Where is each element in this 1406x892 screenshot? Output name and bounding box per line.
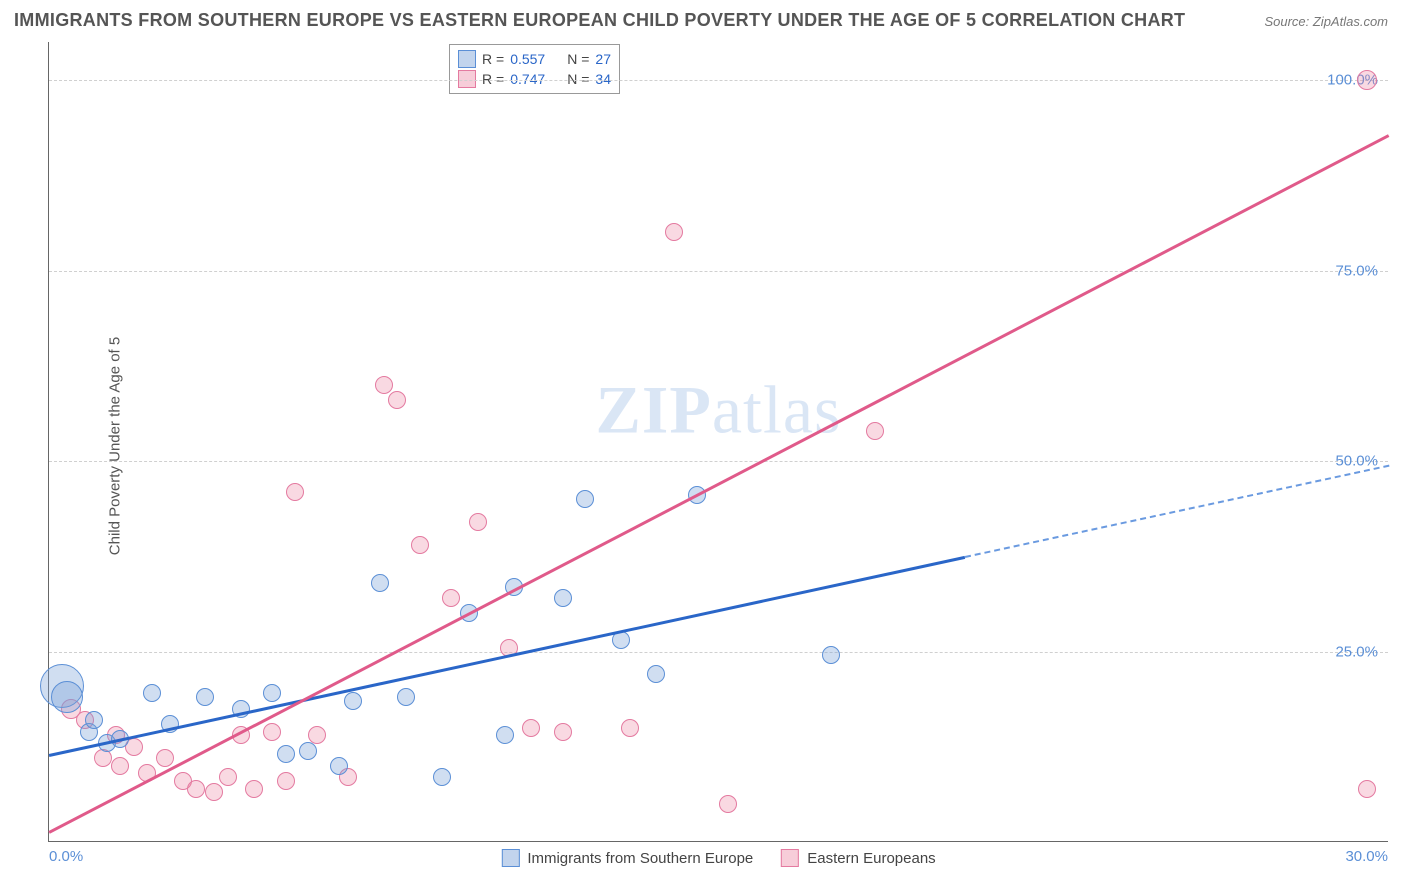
data-point (388, 391, 406, 409)
data-point (496, 726, 514, 744)
data-point (156, 749, 174, 767)
data-point (263, 684, 281, 702)
data-point (719, 795, 737, 813)
data-point (822, 646, 840, 664)
data-point (111, 757, 129, 775)
legend-r-value: 0.557 (510, 49, 545, 69)
data-point (647, 665, 665, 683)
data-point (51, 681, 83, 713)
legend-series-label: Eastern Europeans (807, 850, 935, 867)
data-point (1358, 780, 1376, 798)
data-point (397, 688, 415, 706)
data-point (665, 223, 683, 241)
data-point (277, 745, 295, 763)
y-tick-label: 75.0% (1335, 262, 1378, 279)
data-point (469, 513, 487, 531)
legend-swatch-icon (781, 849, 799, 867)
y-tick-label: 50.0% (1335, 453, 1378, 470)
data-point (442, 589, 460, 607)
data-point (205, 783, 223, 801)
chart-title: IMMIGRANTS FROM SOUTHERN EUROPE VS EASTE… (14, 10, 1185, 31)
y-tick-label: 25.0% (1335, 643, 1378, 660)
data-point (554, 723, 572, 741)
data-point (411, 536, 429, 554)
correlation-legend: R = 0.557 N = 27 R = 0.747 N = 34 (449, 44, 620, 94)
data-point (371, 574, 389, 592)
legend-n-label: N = (567, 49, 589, 69)
data-point (143, 684, 161, 702)
data-point (286, 483, 304, 501)
legend-row: R = 0.747 N = 34 (458, 69, 611, 89)
data-point (187, 780, 205, 798)
source-label: Source: ZipAtlas.com (1264, 14, 1388, 29)
legend-n-label: N = (567, 69, 589, 89)
legend-item: Immigrants from Southern Europe (501, 849, 753, 867)
trend-line (48, 134, 1389, 833)
legend-r-label: R = (482, 49, 504, 69)
data-point (299, 742, 317, 760)
data-point (219, 768, 237, 786)
data-point (621, 719, 639, 737)
data-point (330, 757, 348, 775)
data-point (344, 692, 362, 710)
data-point (375, 376, 393, 394)
data-point (433, 768, 451, 786)
scatter-plot: ZIPatlas R =0.557N =27R =0.747N =34 Immi… (48, 42, 1388, 842)
watermark-bold: ZIP (596, 371, 712, 447)
legend-r-label: R = (482, 69, 504, 89)
legend-swatch-icon (458, 70, 476, 88)
data-point (245, 780, 263, 798)
data-point (866, 422, 884, 440)
data-point (1357, 70, 1377, 90)
gridline (49, 652, 1388, 653)
legend-n-value: 27 (595, 49, 611, 69)
data-point (94, 749, 112, 767)
data-point (576, 490, 594, 508)
watermark-light: atlas (712, 371, 842, 447)
data-point (196, 688, 214, 706)
x-tick-min: 0.0% (49, 848, 83, 865)
legend-row: R = 0.557 N = 27 (458, 49, 611, 69)
data-point (263, 723, 281, 741)
data-point (277, 772, 295, 790)
data-point (85, 711, 103, 729)
gridline (49, 461, 1388, 462)
series-legend: Immigrants from Southern Europe Eastern E… (501, 849, 935, 867)
data-point (522, 719, 540, 737)
data-point (554, 589, 572, 607)
gridline (49, 271, 1388, 272)
legend-n-value: 34 (595, 69, 611, 89)
trend-line (964, 465, 1389, 558)
x-tick-max: 30.0% (1345, 848, 1388, 865)
legend-item: Eastern Europeans (781, 849, 935, 867)
gridline (49, 80, 1388, 81)
legend-series-label: Immigrants from Southern Europe (527, 850, 753, 867)
legend-swatch-icon (501, 849, 519, 867)
legend-r-value: 0.747 (510, 69, 545, 89)
legend-swatch-icon (458, 50, 476, 68)
